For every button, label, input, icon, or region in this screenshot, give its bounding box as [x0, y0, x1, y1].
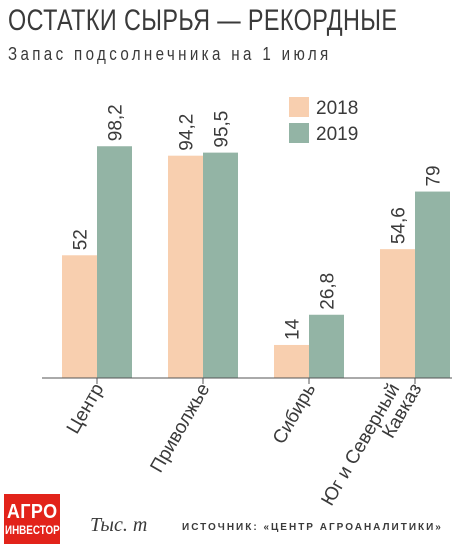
bar-2018-1	[168, 155, 203, 378]
value-label: 79	[424, 165, 445, 186]
value-label: 94,2	[177, 114, 198, 151]
value-label: 26,8	[318, 273, 339, 310]
legend-label-2018: 2018	[316, 98, 358, 119]
source-label: ИСТОЧНИК: «ЦЕНТР АГРОАНАЛИТИКИ»	[182, 522, 443, 533]
bar-2018-3	[380, 249, 415, 378]
bar-2019-2	[309, 314, 344, 378]
legend-label-2019: 2019	[316, 124, 358, 145]
legend: 2018 2019	[289, 97, 358, 145]
x-ticks-layer	[96, 378, 416, 384]
value-label: 54,6	[389, 207, 410, 244]
bar-2018-2	[274, 344, 309, 378]
logo-line-1: АГРО	[6, 501, 58, 523]
category-label: Юг и Северный	[317, 380, 404, 509]
agroinvestor-logo: АГРО ИНВЕСТОР	[4, 494, 60, 544]
bar-2019-0	[97, 146, 132, 378]
legend-swatch-2019	[289, 123, 309, 143]
bar-2019-1	[203, 152, 238, 378]
category-label: Центр	[63, 380, 108, 438]
legend-swatch-2018	[289, 97, 309, 117]
logo-line-2: ИНВЕСТОР	[4, 523, 60, 537]
chart-title: ОСТАТКИ СЫРЬЯ — РЕКОРДНЫЕ	[8, 4, 398, 37]
chart-subtitle: Запас подсолнечника на 1 июля	[8, 44, 332, 64]
bar-2019-3	[415, 191, 450, 378]
value-label: 52	[71, 229, 92, 250]
value-label: 14	[283, 318, 304, 340]
value-label: 98,2	[106, 104, 127, 141]
units-label: Тыс. т	[90, 514, 148, 536]
value-labels-layer: 52 98,2 94,2 95,5 14 26,8 54,6 79	[71, 104, 445, 340]
category-label: Приволжье	[147, 380, 215, 476]
value-label: 95,5	[212, 111, 233, 148]
category-label: Сибирь	[269, 380, 320, 448]
bars-layer	[62, 146, 450, 378]
bar-2018-0	[62, 255, 97, 378]
